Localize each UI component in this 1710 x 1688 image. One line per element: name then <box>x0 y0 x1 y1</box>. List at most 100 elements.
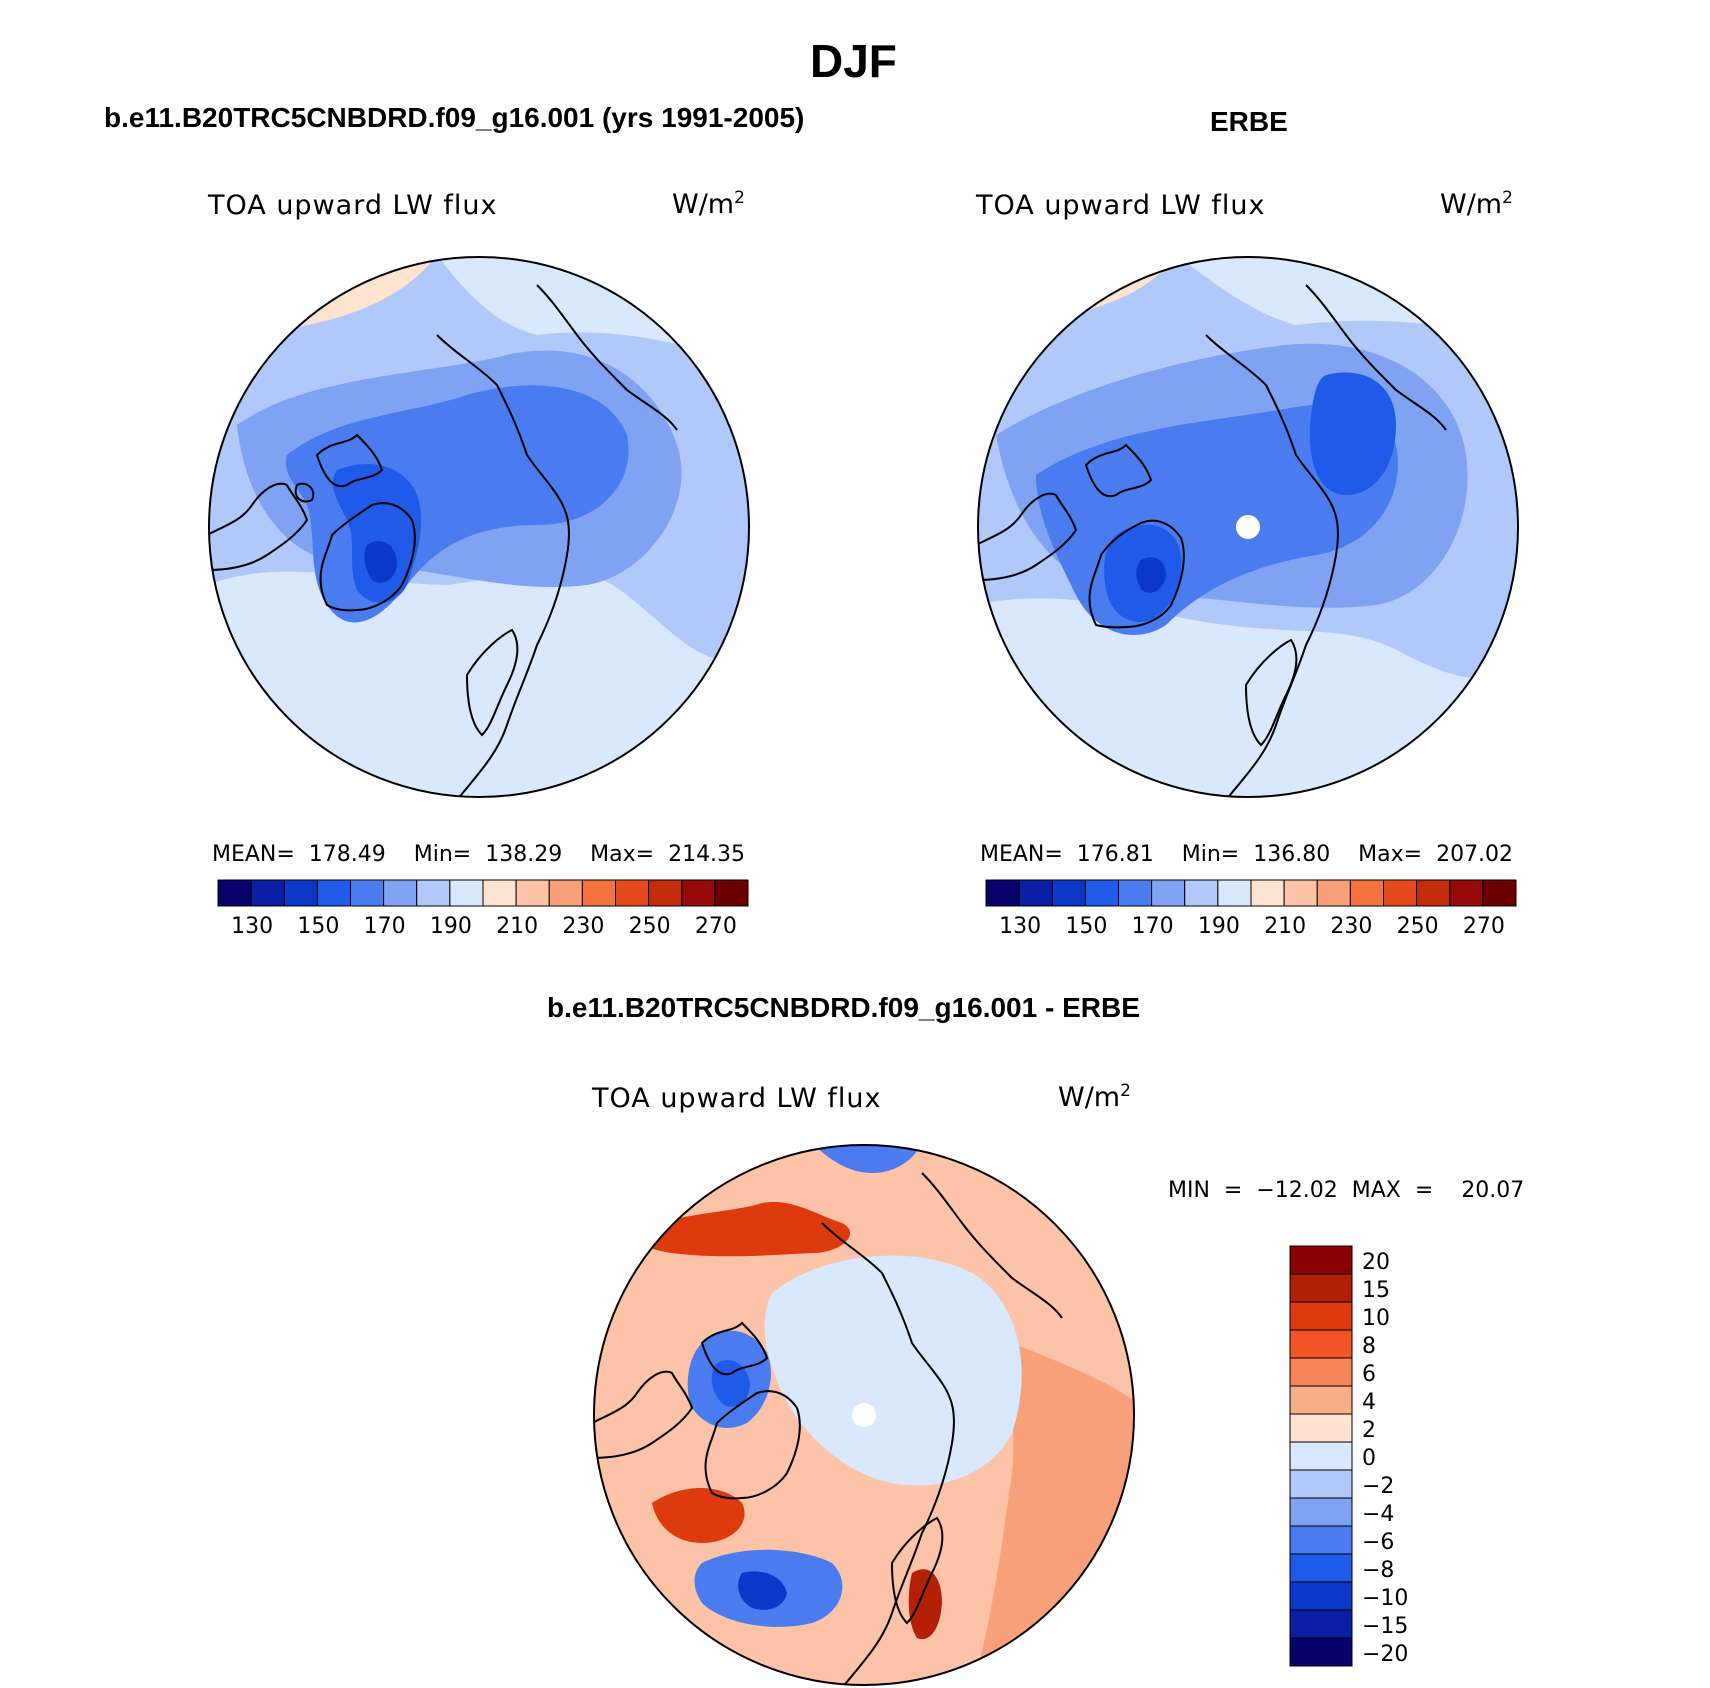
diff-colorbar-tick-label: −10 <box>1362 1586 1409 1611</box>
obs-colorbar-tick-label: 210 <box>1264 914 1307 939</box>
diff-negative-core-w <box>711 1360 750 1407</box>
obs-colorbar-tick-label: 150 <box>1065 914 1108 939</box>
model-colorbar-cell <box>383 879 418 907</box>
model-map-border <box>208 256 750 798</box>
diff-colorbar-tick-label: 4 <box>1362 1390 1376 1415</box>
diff-panel-header: b.e11.B20TRC5CNBDRD.f09_g16.001 - ERBE <box>547 992 1140 1023</box>
model-colorbar-tick-label: 250 <box>628 914 671 939</box>
model-coastline-north-america <box>209 482 309 571</box>
obs-coastline-scandinavia <box>1244 638 1298 747</box>
diff-units-sup: 2 <box>1120 1081 1131 1101</box>
obs-light-region <box>978 598 1518 797</box>
diff-coastline-scandinavia <box>890 1516 944 1625</box>
model-colorbar-cell <box>283 879 318 907</box>
model-variable-label: TOA upward LW flux <box>208 190 498 221</box>
model-coastline-scandinavia <box>465 628 519 737</box>
diff-strong-positive-nw <box>632 1202 851 1257</box>
model-colorbar-cell <box>714 879 749 907</box>
obs-coldest-core <box>1136 557 1166 593</box>
diff-colorbar-cell <box>1289 1553 1353 1583</box>
model-coldest-core <box>364 541 397 583</box>
obs-colorbar-cell <box>1316 879 1351 907</box>
model-colorbar-cell <box>316 879 351 907</box>
diff-colorbar-tick-label: 2 <box>1362 1418 1376 1443</box>
obs-colorbar-cell <box>1383 879 1418 907</box>
obs-colorbar-tick-label: 170 <box>1131 914 1174 939</box>
diff-negative-core-s <box>738 1571 787 1610</box>
model-colorbar-cell <box>615 879 650 907</box>
model-units-sup: 2 <box>734 188 745 208</box>
obs-units-sup: 2 <box>1502 188 1513 208</box>
diff-coastline-eurasia <box>821 1222 955 1685</box>
obs-missing-data-pole <box>1236 515 1260 539</box>
model-colorbar-tick-label: 230 <box>562 914 605 939</box>
obs-stats: MEAN= 176.81 Min= 136.80 Max= 207.02 <box>980 842 1514 867</box>
diff-coastline-siberia <box>921 1172 1063 1319</box>
diff-units-base: W/m <box>1058 1082 1121 1113</box>
obs-units-label: W/m2 <box>1440 188 1513 220</box>
diff-negative-region-n <box>812 1145 922 1173</box>
diff-colorbar-tick-label: −8 <box>1362 1558 1395 1583</box>
model-units-base: W/m <box>672 189 735 220</box>
obs-colorbar-tick-label: 130 <box>999 914 1042 939</box>
model-polar-map <box>208 256 750 798</box>
obs-colorbar-cell <box>1449 879 1484 907</box>
diff-colorbar-tick-label: 15 <box>1362 1278 1390 1303</box>
model-colorbar-cell <box>648 879 683 907</box>
diff-colorbar-cell <box>1289 1329 1353 1359</box>
model-colorbar-cell <box>515 879 550 907</box>
obs-colorbar <box>985 879 1517 907</box>
obs-colorbar-cell <box>1084 879 1119 907</box>
obs-colorbar-cell <box>1283 879 1318 907</box>
diff-polar-map <box>593 1144 1135 1686</box>
obs-colorbar-cell <box>985 879 1020 907</box>
diff-near-zero-center <box>764 1255 1022 1486</box>
obs-colorbar-tick-label: 250 <box>1396 914 1439 939</box>
model-coastline-eurasia <box>436 334 570 797</box>
diff-colorbar-cell <box>1289 1581 1353 1611</box>
obs-colorbar-cell <box>1151 879 1186 907</box>
figure-title: DJF <box>810 35 897 87</box>
diff-colorbar-cell <box>1289 1245 1353 1275</box>
diff-colorbar-tick-label: −2 <box>1362 1474 1395 1499</box>
diff-colorbar-tick-label: −20 <box>1362 1642 1409 1667</box>
diff-missing-data-pole <box>852 1403 876 1427</box>
diff-colorbar-cell <box>1289 1469 1353 1499</box>
diff-colorbar-tick-label: −6 <box>1362 1530 1395 1555</box>
diff-colorbar-tick-label: 20 <box>1362 1250 1390 1275</box>
diff-strong-positive-sw <box>652 1488 745 1543</box>
diff-stats: MIN = −12.02 MAX = 20.07 <box>1168 1178 1525 1203</box>
model-coastline-archipelago <box>294 433 384 503</box>
diff-coastline-greenland <box>704 1390 801 1500</box>
model-colorbar-tick-label: 210 <box>496 914 539 939</box>
obs-coastline-north-america <box>978 492 1078 581</box>
obs-colorbar-tick-label: 190 <box>1197 914 1240 939</box>
model-colorbar-cell <box>350 879 385 907</box>
model-colorbar-cell <box>482 879 517 907</box>
model-colorbar-cell <box>581 879 616 907</box>
model-colorbar-tick-label: 170 <box>363 914 406 939</box>
diff-colorbar-tick-label: −15 <box>1362 1614 1409 1639</box>
obs-map-border <box>977 256 1519 798</box>
obs-panel-header: ERBE <box>1210 106 1288 137</box>
obs-units-base: W/m <box>1440 189 1503 220</box>
diff-variable-label: TOA upward LW flux <box>592 1083 882 1114</box>
model-colorbar-tick-label: 270 <box>694 914 737 939</box>
model-colorbar-tick-label: 130 <box>231 914 274 939</box>
diff-colorbar-tick-label: 6 <box>1362 1362 1376 1387</box>
diff-coastline-archipelago <box>700 1321 769 1376</box>
model-coastline-siberia <box>536 284 678 431</box>
obs-colorbar-cell <box>1018 879 1053 907</box>
diff-colorbar <box>1289 1245 1353 1667</box>
model-stats: MEAN= 178.49 Min= 138.29 Max= 214.35 <box>212 842 746 867</box>
diff-colorbar-cell <box>1289 1357 1353 1387</box>
obs-colorbar-tick-label: 230 <box>1330 914 1373 939</box>
obs-colorbar-cell <box>1349 879 1384 907</box>
diff-colorbar-cell <box>1289 1273 1353 1303</box>
obs-polar-map <box>977 256 1519 798</box>
diff-colorbar-tick-label: −4 <box>1362 1502 1395 1527</box>
model-colorbar-cell <box>250 879 285 907</box>
diff-colorbar-tick-label: 10 <box>1362 1306 1390 1331</box>
diff-colorbar-cell <box>1289 1525 1353 1555</box>
obs-coastline-greenland <box>1088 519 1185 629</box>
